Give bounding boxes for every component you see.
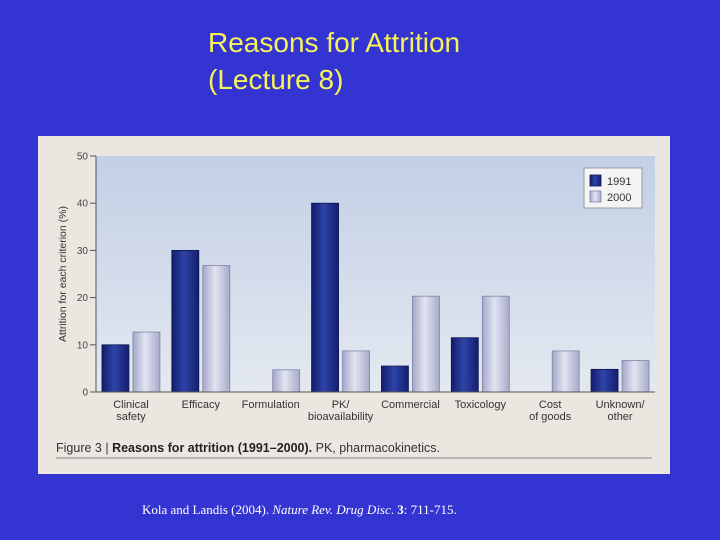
legend-label-2000: 2000	[607, 192, 631, 204]
citation-pages: : 711-715.	[403, 502, 457, 517]
bar-2000-1	[202, 265, 231, 393]
citation-journal: Nature Rev. Drug Disc	[272, 502, 391, 517]
x-tick-label-line: Cost	[539, 399, 562, 411]
bar-2000-5	[481, 295, 510, 393]
x-tick-label: PK/bioavailability	[308, 399, 374, 423]
x-tick-label-line: Toxicology	[455, 399, 507, 411]
citation-authors: Kola and Landis (2004).	[142, 502, 273, 517]
y-tick-label: 50	[77, 152, 89, 163]
bar-2000-7	[621, 359, 650, 393]
bar-1991-5	[450, 337, 479, 393]
x-tick-label-line: of goods	[529, 411, 572, 423]
caption-rest: PK, pharmacokinetics.	[312, 441, 440, 455]
slide-title: Reasons for Attrition (Lecture 8)	[208, 24, 460, 98]
x-tick-label-line: PK/	[332, 399, 351, 411]
legend-swatch-1991	[589, 174, 602, 187]
x-tick-label: Commercial	[381, 399, 440, 411]
bar-1991-1	[171, 250, 200, 393]
y-tick-label: 20	[77, 293, 89, 304]
x-tick-label-line: Efficacy	[182, 399, 221, 411]
x-tick-label: Cost of goods	[529, 399, 572, 423]
slide-title-line-1: Reasons for Attrition	[208, 27, 461, 58]
citation-volume: 3	[397, 502, 404, 517]
bar-2000-3	[342, 350, 370, 393]
caption-bold: Reasons for attrition (1991–2000).	[112, 441, 312, 455]
x-tick-label-line: safety	[116, 411, 146, 423]
x-tick-label: Unknown/other	[596, 399, 646, 423]
x-tick-label: Toxicology	[455, 399, 507, 411]
y-axis-label: Attrition for each criterion (%)	[57, 206, 69, 342]
attrition-bar-chart: 0 10 20 30 40 50 Clinical safety Efficacy Formul…	[56, 152, 655, 459]
bar-1991-0	[101, 344, 130, 393]
x-tick-label-line: Commercial	[381, 399, 440, 411]
x-tick-label: Efficacy	[182, 399, 221, 411]
x-tick-label: Formulation	[242, 399, 300, 411]
legend-label-1991: 1991	[607, 176, 631, 188]
y-tick-label: 0	[82, 388, 88, 399]
x-tick-label: Clinical safety	[113, 399, 148, 423]
x-tick-label-line: bioavailability	[308, 411, 374, 423]
y-tick-label: 30	[77, 246, 89, 257]
figure-caption: Figure 3 | Reasons for attrition (1991–2…	[56, 441, 440, 455]
x-tick-label-line: Formulation	[242, 399, 300, 411]
y-tick-label: 10	[77, 340, 89, 351]
bar-1991-7	[590, 368, 619, 393]
x-tick-label-line: Unknown/	[596, 399, 646, 411]
bar-1991-3	[311, 202, 339, 393]
slide-title-line-2: (Lecture 8)	[208, 64, 344, 95]
x-tick-label-line: other	[608, 411, 633, 423]
caption-prefix: Figure 3 |	[56, 441, 112, 455]
bar-2000-0	[132, 331, 161, 393]
figure-panel: 0 10 20 30 40 50 Clinical safety Efficacy Formul…	[38, 136, 670, 474]
citation-sep: .	[390, 502, 398, 517]
y-tick-label: 40	[77, 199, 89, 210]
bar-2000-6	[551, 350, 580, 393]
legend-swatch-2000	[589, 190, 602, 203]
bar-2000-4	[412, 295, 440, 393]
bar-1991-4	[381, 365, 409, 393]
citation: Kola and Landis (2004). Nature Rev. Drug…	[142, 502, 457, 518]
bar-2000-2	[272, 369, 301, 393]
x-tick-label-line: Clinical	[113, 399, 148, 411]
